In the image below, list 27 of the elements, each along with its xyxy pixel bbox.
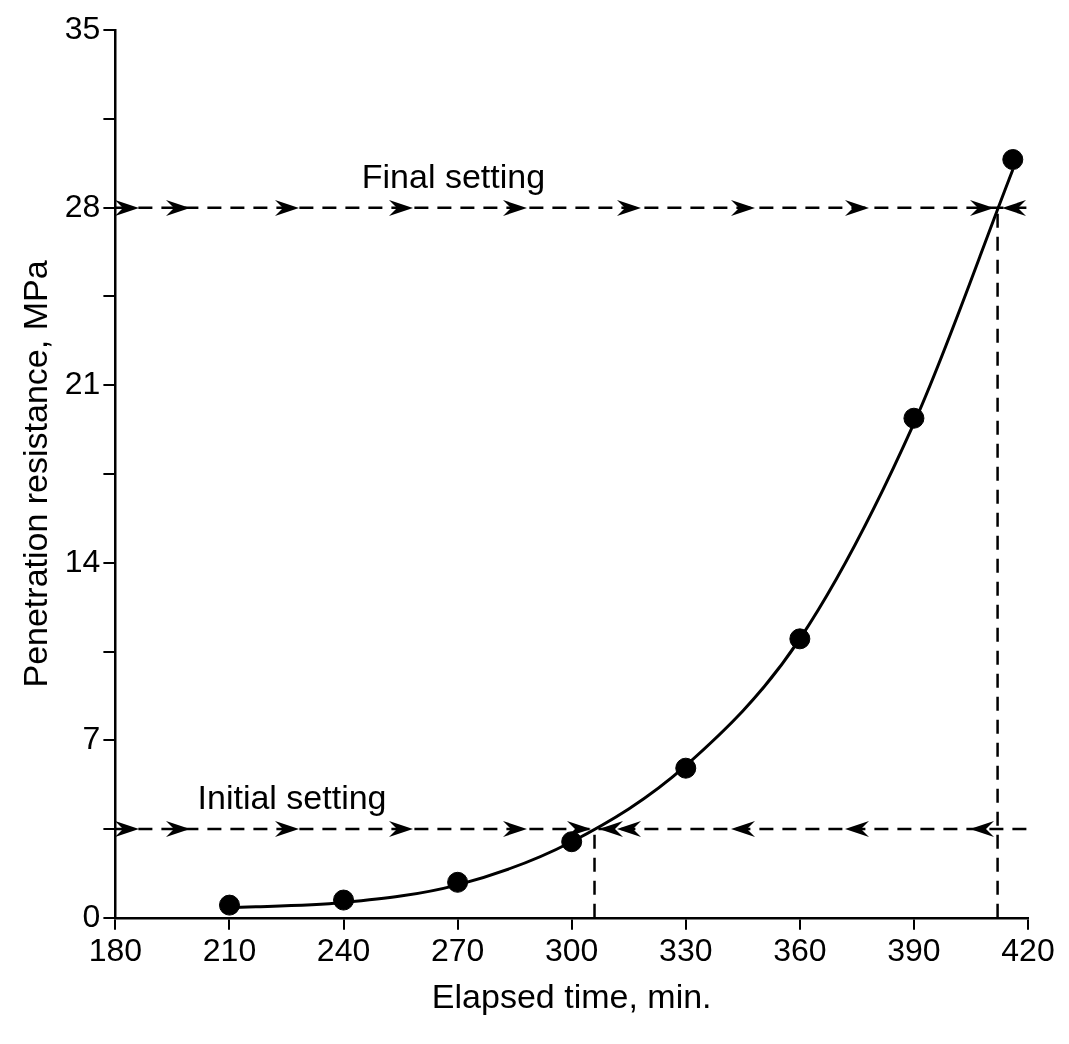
x-axis-title: Elapsed time, min. [431, 976, 712, 1015]
point [903, 407, 925, 429]
y-tick-label: 28 [64, 187, 101, 224]
x-tick-label: 330 [659, 931, 713, 968]
ref-line-label: Initial setting [197, 778, 387, 817]
y-axis-title: Penetration resistance, MPa [15, 260, 54, 688]
point [333, 889, 355, 911]
x-tick-label: 360 [773, 931, 827, 968]
x-tick-label: 270 [430, 931, 485, 968]
point [218, 894, 240, 916]
y-tick-label: 7 [82, 720, 101, 757]
point [447, 871, 469, 893]
y-tick-label: 0 [82, 897, 101, 934]
x-tick-label: 390 [887, 931, 941, 968]
y-tick-label: 21 [64, 365, 101, 402]
x-tick-label: 300 [545, 931, 599, 968]
y-tick-label: 35 [64, 10, 101, 47]
point [789, 628, 811, 650]
point [561, 831, 583, 853]
ref-line-label: Final setting [361, 157, 546, 196]
x-tick-label: 420 [1001, 931, 1055, 968]
x-tick-label: 240 [316, 931, 371, 968]
x-tick-label: 210 [202, 931, 257, 968]
point [675, 757, 697, 779]
x-tick-label: 180 [88, 931, 143, 968]
y-tick-label: 14 [64, 542, 101, 579]
point [1002, 149, 1024, 171]
